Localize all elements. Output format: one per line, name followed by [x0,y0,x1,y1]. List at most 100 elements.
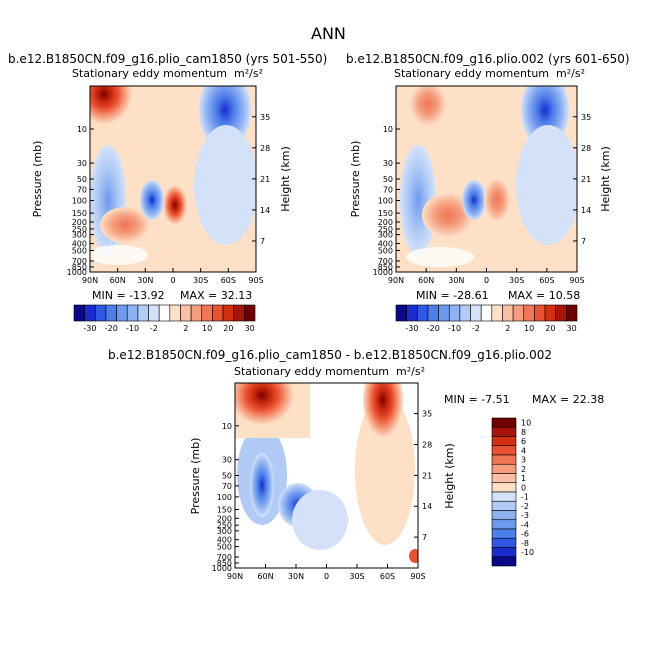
colorbar-swatch [212,304,224,322]
colorbar-swatch [512,304,525,322]
page-title: ANN [311,24,346,43]
colorbar-swatch [470,304,482,322]
colorbar-swatch [491,417,517,428]
x-tick-label: 0 [170,276,175,285]
panel-1-min: MIN = -13.92 [92,289,165,302]
x-tick-label: 0 [484,276,489,285]
y-tick-label: 1000 [67,268,87,277]
y-tick-label: 200 [217,514,232,523]
panel-2-min: MIN = -28.61 [416,289,489,302]
y-tick-label: 30 [222,456,232,465]
x-tick-label: 30S [349,572,364,581]
panel-1-field-title: Stationary eddy momentum m²/s² [72,67,263,80]
x-tick-label: 60S [539,276,554,285]
colorbar-label: -20 [105,324,118,333]
x-tick-label: 30N [288,572,304,581]
colorbar-label: -30 [83,324,96,333]
colorbar-label: -3 [521,511,529,520]
colorbar-swatch [244,304,256,322]
panel-2-field-title: Stationary eddy momentum m²/s² [394,67,585,80]
x-tick-label: 60N [110,276,126,285]
colorbar-swatch [169,304,181,322]
colorbar-swatch [555,304,567,322]
colorbar-swatch [395,304,407,322]
panel-2-units: m²/s² [556,67,585,80]
colorbar-label: -2 [521,502,529,511]
y-tick-label: 50 [77,175,87,184]
colorbar-label: 10 [521,419,531,428]
colorbar-swatch [438,304,450,322]
colorbar-label: 20 [223,324,233,333]
y-tick-label: 30 [77,159,87,168]
colorbar-swatch [233,304,245,322]
colorbar-label: -1 [521,493,529,502]
colorbar-swatch [73,304,85,322]
panel-1-ylabel: Pressure (mb) [31,141,44,218]
y-tick-label: 150 [378,209,393,218]
x-tick-label: 30N [448,276,464,285]
colorbar-swatch [480,304,493,322]
panel-3-field-title: Stationary eddy momentum m²/s² [234,365,425,378]
colorbar-label: 3 [521,456,526,465]
y-tick-label: 70 [383,185,393,194]
y-right-tick-label: 7 [422,533,427,542]
colorbar-swatch [491,510,517,521]
x-tick-label: 60S [221,276,236,285]
y-right-tick-label: 21 [581,175,591,184]
y-tick-label: 200 [378,218,393,227]
x-tick-label: 30N [137,276,153,285]
colorbar-label: -10 [521,548,534,557]
colorbar-swatch [137,304,149,322]
x-tick-label: 0 [324,572,329,581]
colorbar-swatch [94,304,107,322]
y-right-tick-label: 35 [581,113,591,122]
colorbar-swatch [534,304,546,322]
colorbar-panel-2: -30 -20 -10 -2 2 10 20 30 [395,304,578,333]
y-tick-label: 300 [378,231,393,240]
y-tick-label: 500 [72,246,87,255]
y-tick-label: 250 [217,521,232,530]
colorbar-label: 0 [521,483,526,492]
y-tick-label: 150 [72,209,87,218]
x-tick-label: 30S [509,276,524,285]
panel-3-axes: 90N 60N 30N 0 30S 60S 90S103050701001502002503… [212,410,433,581]
panel-1-ylabel-right: Height (km) [279,146,292,212]
y-tick-label: 150 [217,505,232,514]
colorbar-label: -6 [521,530,529,539]
colorbar-swatch [566,304,578,322]
colorbar-panel-1: -30 -20 -10 -2 2 10 20 30 [73,304,256,333]
colorbar-label: 4 [521,446,526,455]
y-right-tick-label: 35 [260,113,270,122]
colorbar-swatch [158,304,171,322]
colorbar-swatch [491,556,517,567]
colorbar-swatch [491,304,503,322]
y-tick-label: 250 [72,225,87,234]
x-tick-label: 90S [248,276,263,285]
colorbar-swatch [491,473,517,484]
y-right-tick-label: 21 [260,175,270,184]
y-right-tick-label: 28 [581,144,591,153]
x-tick-label: 90S [569,276,584,285]
colorbar-label: 20 [545,324,555,333]
y-right-tick-label: 14 [581,206,591,215]
panel-3-plot [234,382,419,569]
colorbar-label: 2 [521,465,526,474]
x-tick-label: 60N [418,276,434,285]
panel-1-axes: 90N 60N 30N 0 30S 60S 90S103050701001502002503… [67,113,271,285]
colorbar-swatch [148,304,160,322]
colorbar-swatch [491,454,517,465]
y-right-tick-label: 28 [260,144,270,153]
colorbar-label: 30 [245,324,255,333]
y-tick-label: 50 [222,472,232,481]
colorbar-swatch [544,304,557,322]
colorbar-swatch [491,426,517,437]
colorbar-label: -30 [405,324,418,333]
y-tick-label: 400 [378,240,393,249]
colorbar-swatch [491,463,517,474]
panel-3-units: m²/s² [396,365,425,378]
colorbar-swatch [427,304,439,322]
y-tick-label: 250 [378,225,393,234]
x-tick-label: 90N [227,572,243,581]
colorbar-swatch [491,445,517,456]
colorbar-swatch [491,537,517,548]
